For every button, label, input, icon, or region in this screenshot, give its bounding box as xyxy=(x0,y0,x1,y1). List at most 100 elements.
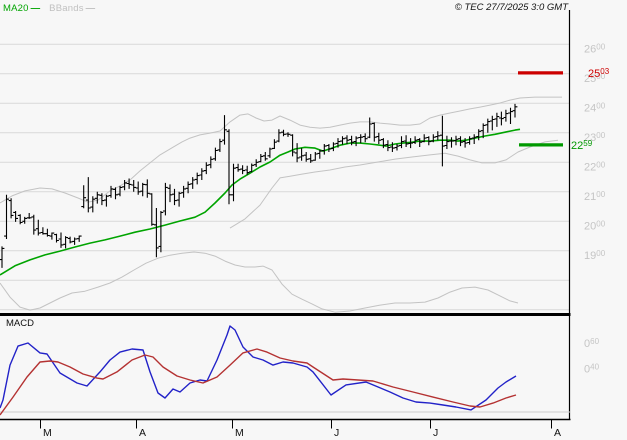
ohlc-bar xyxy=(72,237,77,245)
ohlc-bar xyxy=(430,134,436,143)
ohlc-bar xyxy=(471,134,477,144)
ohlc-bar xyxy=(276,129,282,143)
ohlc-bar xyxy=(199,168,205,180)
ohlc-bar xyxy=(344,135,350,144)
ohlc-bar xyxy=(435,131,441,141)
copyright-text: © TEC 27/7/2025 3:0 GMT xyxy=(454,2,568,13)
ohlc-bar xyxy=(94,191,100,204)
ohlc-bar xyxy=(253,159,259,167)
ohlc-bar xyxy=(104,194,109,207)
price-axis-label: 2600 xyxy=(584,42,606,55)
ma20-line-swatch: — xyxy=(30,3,41,14)
ohlc-bar xyxy=(331,142,336,152)
ohlc-bar xyxy=(440,115,445,167)
ohlc-bar xyxy=(394,144,400,151)
ohlc-bar xyxy=(449,137,454,148)
ohlc-bar xyxy=(126,178,132,189)
ohlc-bar xyxy=(67,236,73,244)
ohlc-bar xyxy=(163,182,168,216)
ohlc-bar xyxy=(140,182,146,197)
ohlc-bar xyxy=(203,162,209,175)
ohlc-bar xyxy=(303,152,309,162)
ohlc-bar xyxy=(213,147,218,161)
ohlc-bar xyxy=(122,180,127,191)
ohlc-bar xyxy=(26,213,32,219)
ohlc-bar xyxy=(340,136,345,145)
ohlc-bar xyxy=(244,165,250,175)
ohlc-bar xyxy=(181,185,186,198)
macd-macd-line xyxy=(0,325,517,411)
ohlc-bar xyxy=(408,138,413,149)
ohlc-bar xyxy=(217,138,223,152)
price-axis-label: 2000 xyxy=(584,219,606,232)
panel-separator xyxy=(0,313,571,316)
price-axis-label: 2400 xyxy=(584,101,606,114)
support-level-label: 2259 xyxy=(571,139,593,152)
macd-axis-label: 060 xyxy=(584,337,600,350)
ohlc-bar xyxy=(240,165,245,175)
ohlc-bar xyxy=(185,181,191,194)
ma20-line xyxy=(0,128,521,276)
ohlc-bar xyxy=(113,187,118,200)
ohlc-bar xyxy=(362,133,368,143)
bbands-label: BBands xyxy=(49,3,84,14)
ohlc-bar xyxy=(458,136,463,147)
price-axis-label: 2500 xyxy=(584,72,606,85)
ohlc-bar xyxy=(267,147,273,158)
month-label: M xyxy=(43,427,52,439)
ohlc-bar xyxy=(381,138,386,149)
ohlc-bar xyxy=(131,180,137,192)
legend-bbands: BBands — xyxy=(49,3,95,14)
ohlc-bar xyxy=(135,181,141,195)
ohlc-bar xyxy=(176,191,182,207)
resistance-level-label: 2503 xyxy=(588,67,610,80)
ohlc-bar xyxy=(390,142,395,152)
ohlc-bar xyxy=(117,185,123,197)
ohlc-bar xyxy=(480,123,486,139)
ohlc-bar xyxy=(321,144,327,155)
ohlc-bar xyxy=(149,193,155,226)
ohlc-bar xyxy=(108,185,114,198)
ohlc-bar xyxy=(231,163,236,202)
month-label: A xyxy=(554,427,561,439)
ohlc-bar xyxy=(462,138,468,148)
ohlc-bar xyxy=(358,134,364,144)
ohlc-bar xyxy=(81,185,87,209)
ohlc-bar xyxy=(299,148,304,161)
ohlc-bar xyxy=(512,103,518,118)
ohlc-bar xyxy=(167,184,173,203)
ohlc-bar xyxy=(208,156,214,169)
ohlc-bar xyxy=(0,246,5,268)
ohlc-bar xyxy=(290,134,295,157)
ohlc-bar xyxy=(63,236,68,249)
ohlc-bar xyxy=(349,135,354,146)
ohlc-bar xyxy=(13,211,18,222)
ohlc-bar xyxy=(503,109,509,122)
ohlc-bar xyxy=(8,198,14,219)
ohlc-bar xyxy=(49,232,55,240)
ohlc-bar xyxy=(412,136,418,144)
ohlc-bar xyxy=(35,219,41,236)
bbands-line-swatch: — xyxy=(85,3,96,14)
ohlc-bar xyxy=(226,129,232,205)
month-label: M xyxy=(235,427,244,439)
ohlc-bar xyxy=(76,235,82,242)
ohlc-bar xyxy=(453,135,459,146)
ohlc-bar xyxy=(54,233,59,243)
ohlc-bar xyxy=(421,134,427,143)
chart-legend: MA20— BBands — xyxy=(3,3,101,14)
ohlc-bar xyxy=(85,177,91,213)
price-axis-label: 2300 xyxy=(584,131,606,144)
bollinger-lower-band xyxy=(0,251,519,313)
ohlc-bar xyxy=(194,172,200,185)
ohlc-bar xyxy=(90,196,96,213)
ohlc-bar xyxy=(40,227,46,235)
ohlc-bar xyxy=(403,135,409,147)
ohlc-bar xyxy=(258,154,264,163)
ohlc-bar xyxy=(294,143,300,163)
legend-ma20: MA20— xyxy=(3,3,40,14)
ohlc-bar xyxy=(494,112,500,127)
ohlc-bar xyxy=(4,194,9,239)
ohlc-bar xyxy=(158,211,164,253)
